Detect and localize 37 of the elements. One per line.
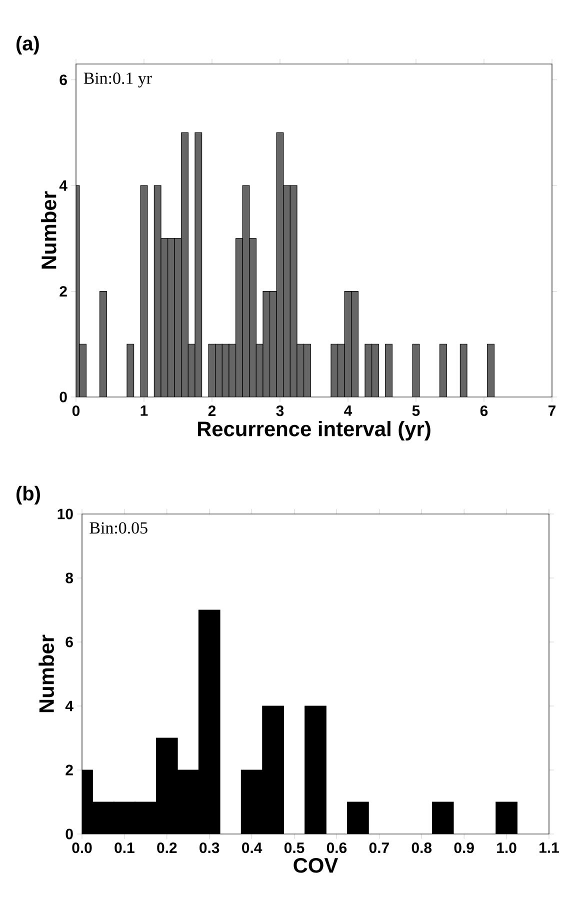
y-tick-label: 10 — [58, 508, 73, 520]
x-tick-label: 1 — [140, 406, 148, 416]
y-tick-label: 6 — [60, 74, 68, 86]
x-tick-label: 0.0 — [72, 842, 92, 854]
y-axis-title: Number — [41, 191, 56, 269]
x-tick-label: 0.8 — [412, 842, 432, 854]
x-tick-label: 0.6 — [327, 842, 347, 854]
x-tick-label: 5 — [412, 406, 420, 416]
y-tick-label: 6 — [66, 636, 74, 648]
y-tick-label: 0 — [60, 392, 67, 402]
y-tick-label: 2 — [60, 286, 68, 296]
x-tick-label: 2 — [208, 406, 216, 416]
x-tick-label: 1.0 — [497, 842, 516, 854]
x-axis-title: Recurrence interval (yr) — [198, 420, 430, 440]
annotation: Bin:0.05 — [90, 522, 148, 534]
x-axis-title: COV — [294, 858, 338, 873]
chart-title: (b) — [16, 486, 40, 505]
x-tick-label: 0.4 — [242, 842, 262, 854]
x-tick-label: 0.9 — [454, 842, 474, 854]
x-tick-label: 0.1 — [114, 842, 135, 854]
y-tick-label: 4 — [60, 180, 68, 191]
x-tick-label: 0.5 — [284, 842, 304, 854]
annotation: Bin:0.1 yr — [84, 72, 152, 88]
x-tick-label: 7 — [548, 406, 556, 416]
x-tick-label: 0.7 — [370, 842, 390, 854]
y-axis-title: Number — [38, 634, 54, 712]
y-tick-label: 0 — [66, 828, 73, 840]
x-tick-label: 4 — [344, 406, 352, 416]
x-tick-label: 0.3 — [200, 842, 220, 854]
x-tick-label: 0.2 — [157, 842, 177, 854]
chart-title: (a) — [16, 36, 40, 55]
x-tick-label: 3 — [276, 406, 284, 416]
x-tick-label: 6 — [480, 406, 488, 416]
y-tick-label: 4 — [66, 700, 74, 712]
y-tick-label: 8 — [66, 572, 74, 584]
y-tick-label: 2 — [66, 764, 74, 776]
x-tick-label: 1.1 — [540, 842, 560, 853]
